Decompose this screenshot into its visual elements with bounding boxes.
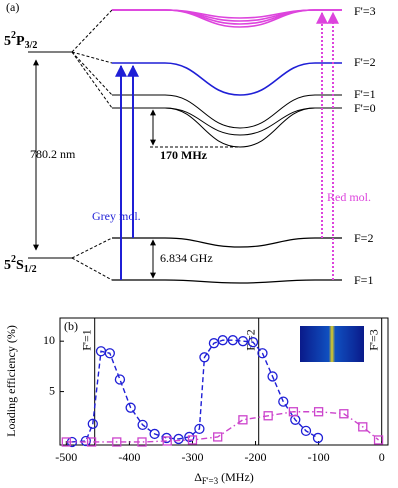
point xyxy=(312,432,324,444)
point xyxy=(238,415,248,425)
t: 5 xyxy=(4,258,11,273)
point xyxy=(358,422,368,432)
point xyxy=(263,411,273,421)
t: 1/2 xyxy=(24,264,37,275)
panel-label: (a) xyxy=(6,0,19,14)
state-label: F'=0 xyxy=(354,101,376,115)
state-label: F'=2 xyxy=(354,55,376,69)
point xyxy=(173,433,184,445)
marker-label: F'=3 xyxy=(366,329,380,351)
point xyxy=(194,423,205,435)
excited-level-label: 52P3/2 xyxy=(4,30,37,51)
shift-label: 170 MHz xyxy=(160,148,208,162)
state-label: F=2 xyxy=(354,231,373,245)
state-label: F'=3 xyxy=(354,4,376,18)
point xyxy=(80,435,92,447)
t: 2 xyxy=(11,30,16,41)
point xyxy=(199,352,210,363)
x-tick-label: -400 xyxy=(118,450,140,464)
y-tick-label: 10 xyxy=(43,333,55,347)
ground-level-label: 52S1/2 xyxy=(4,254,37,275)
level-curves xyxy=(112,9,342,284)
point xyxy=(104,348,115,359)
state-label: F=1 xyxy=(354,273,373,287)
point xyxy=(300,425,312,437)
x-tick-label: 0 xyxy=(379,450,385,464)
point xyxy=(278,396,289,407)
marker-label: F'=2 xyxy=(243,329,257,351)
y-axis-label: Loading efficiency (%) xyxy=(4,325,18,437)
x-tick-label: -200 xyxy=(245,450,267,464)
red-label: Red mol. xyxy=(327,190,371,204)
point xyxy=(373,435,384,445)
point xyxy=(61,437,71,447)
point xyxy=(208,338,220,349)
point xyxy=(339,409,349,419)
point xyxy=(137,419,148,430)
wavelength-label: 780.2 nm xyxy=(30,147,76,161)
t: 5 xyxy=(4,34,11,49)
point xyxy=(114,374,126,385)
point xyxy=(112,437,122,447)
point xyxy=(187,435,198,445)
point xyxy=(125,402,136,413)
grey-label: Grey mol. xyxy=(92,209,141,223)
x-axis-label: ΔF'=3 (MHz) xyxy=(194,470,254,486)
point xyxy=(162,436,172,446)
fan-lines xyxy=(71,9,240,281)
t: (MHz) xyxy=(221,470,254,484)
point xyxy=(149,428,160,440)
point xyxy=(237,336,249,347)
splitting-label: 6.834 GHz xyxy=(160,251,213,265)
t: S xyxy=(16,258,24,273)
point xyxy=(213,432,223,442)
marker-label: F'=1 xyxy=(79,329,93,351)
panel-b: (b) Loading efficiency (%) ΔF'=3 (MHz) -5… xyxy=(4,317,389,486)
point xyxy=(137,437,147,447)
plot-frame xyxy=(59,317,389,446)
state-label: F'=1 xyxy=(354,87,376,101)
series-line xyxy=(71,339,319,443)
point xyxy=(288,407,299,417)
t: F'=3 xyxy=(202,476,219,486)
t: 2 xyxy=(11,254,16,265)
x-tick-label: -100 xyxy=(308,450,330,464)
point xyxy=(184,431,195,443)
point xyxy=(247,337,259,348)
point xyxy=(257,348,268,359)
panel-a: (a) 52P3/2 52S1/2 78 xyxy=(4,0,376,287)
x-tick-label: -500 xyxy=(55,450,77,464)
panel-label: (b) xyxy=(64,319,78,333)
point xyxy=(267,371,278,382)
point xyxy=(217,335,228,346)
point xyxy=(87,418,98,429)
point xyxy=(313,407,324,417)
t: P xyxy=(16,34,25,49)
point xyxy=(86,437,97,447)
t: 3/2 xyxy=(25,40,38,51)
x-tick-label: -300 xyxy=(181,450,203,464)
inset-image xyxy=(300,326,364,362)
point xyxy=(227,335,238,346)
t: Δ xyxy=(194,470,202,484)
y-tick-label: 5 xyxy=(49,383,55,397)
